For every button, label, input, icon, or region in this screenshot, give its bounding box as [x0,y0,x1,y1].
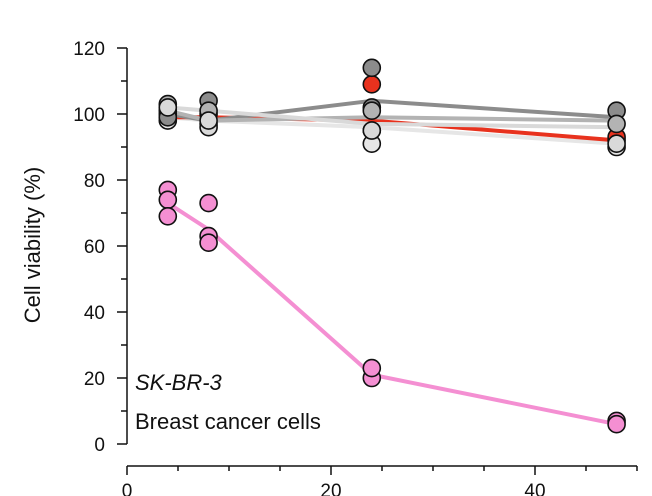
data-point-pink [199,193,218,213]
series-points [158,58,626,434]
annotation-cell-line: SK-BR-3 [135,370,223,395]
y-tick-label: 40 [84,303,105,324]
y-tick-label: 120 [73,39,105,60]
data-point-red [362,75,382,94]
data-point-pink [362,358,382,378]
data-point-light-gray-2 [607,134,626,153]
y-axis-title: Cell viability (%) [20,167,45,323]
y-tick-label: 20 [84,369,105,390]
data-point-pink [607,414,626,434]
data-point-pink [158,207,178,226]
data-point-mid-gray [607,114,626,134]
data-point-light-gray-2 [158,98,178,117]
y-tick-label: 0 [94,435,105,456]
axes [117,47,638,475]
x-tick-label: 0 [122,481,133,496]
y-tick-label: 100 [73,105,105,126]
data-point-dark-gray [362,58,382,78]
y-tick-label: 80 [84,171,105,192]
data-point-light-gray-2 [362,121,382,140]
series-line-pink [166,201,617,427]
y-tick-label: 60 [84,237,105,258]
x-tick-label: 20 [320,481,341,496]
data-point-light-gray-2 [199,111,218,130]
data-point-pink [158,190,178,210]
series-lines [166,98,617,427]
annotation-cell-type: Breast cancer cells [135,409,321,434]
tick-labels: 0 20 40 60 80 100 120 0 20 40 [73,39,545,496]
x-tick-label: 40 [524,481,545,496]
data-point-mid-gray [362,101,382,120]
data-point-pink [199,233,218,252]
series-line-light-gray-2 [167,105,617,130]
